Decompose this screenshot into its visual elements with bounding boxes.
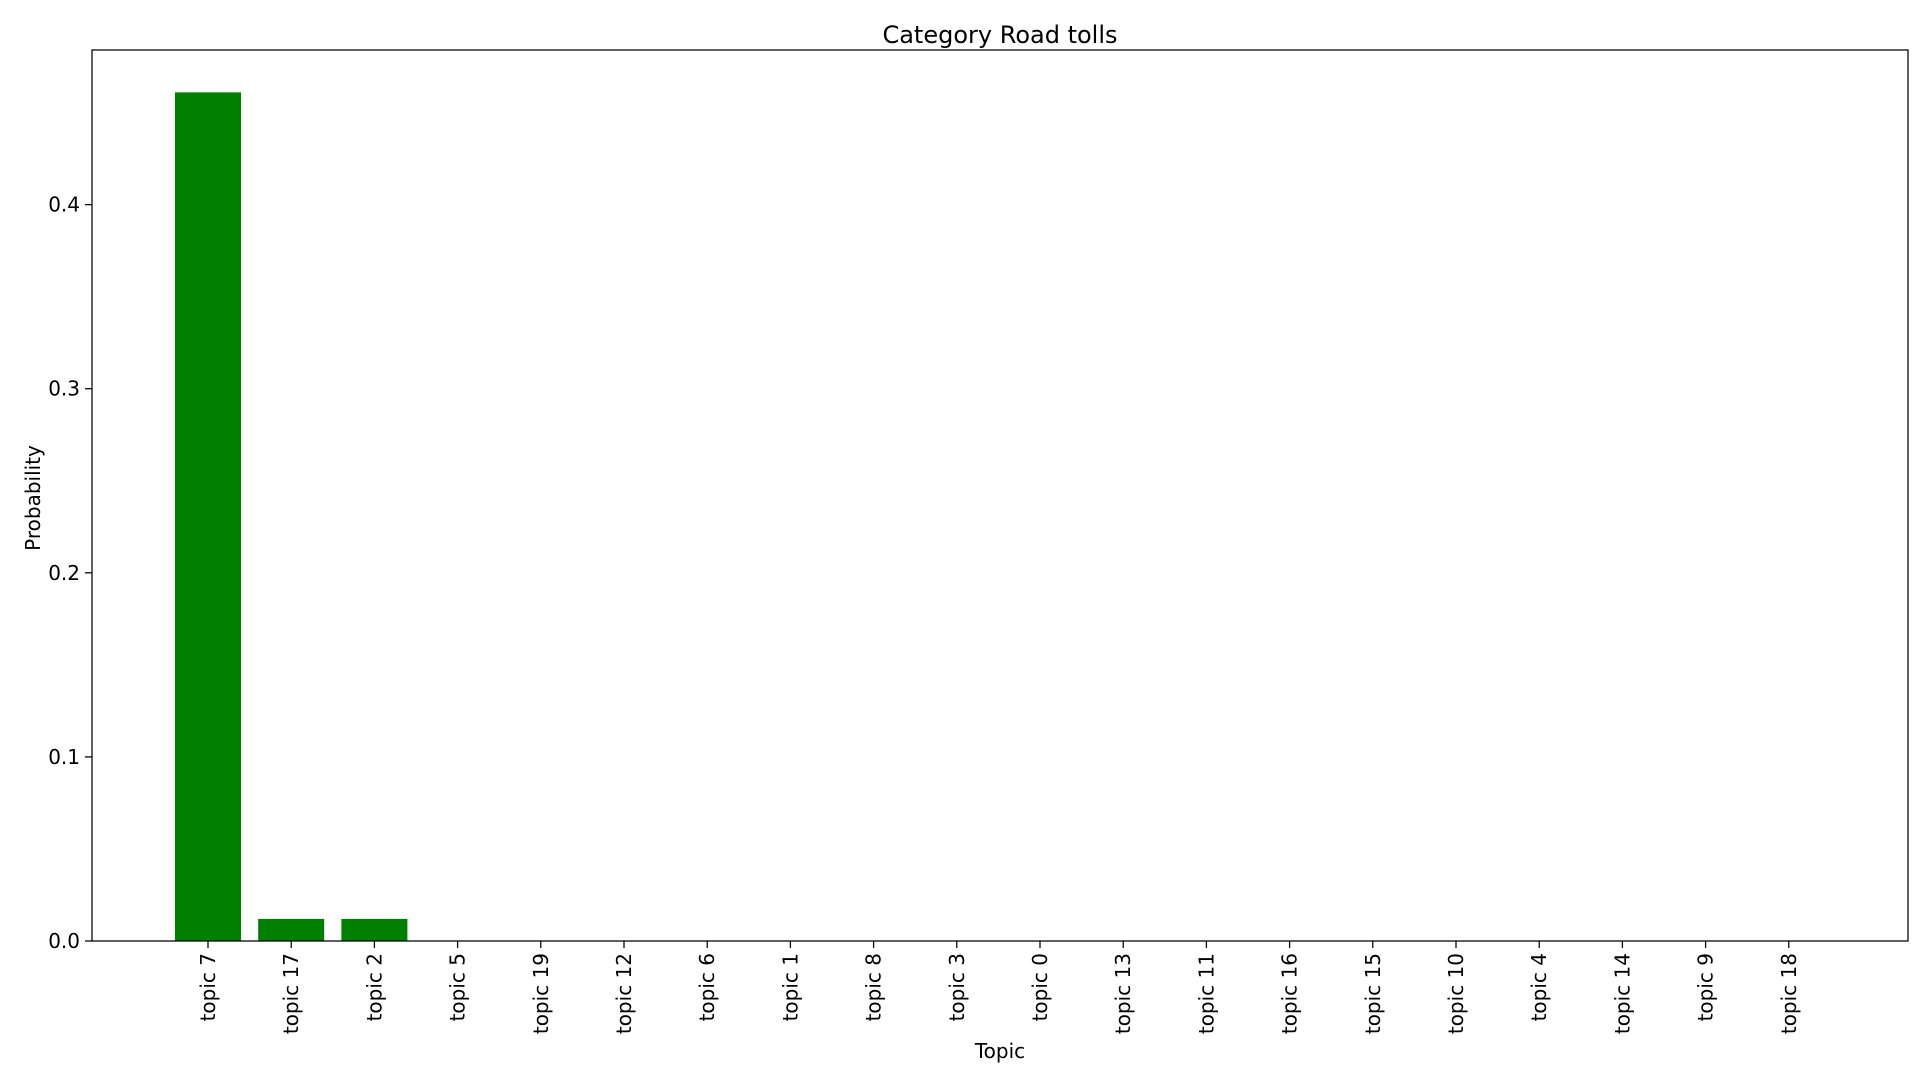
x-tick-label: topic 6 [695, 953, 719, 1021]
bar [341, 918, 408, 941]
y-axis-label: Probability [21, 445, 45, 551]
y-tick-label: 0.0 [48, 929, 80, 953]
x-tick-label: topic 19 [529, 953, 553, 1034]
bar [175, 92, 241, 941]
x-tick-label: topic 7 [196, 953, 220, 1021]
x-tick-label: topic 3 [945, 953, 969, 1021]
x-tick-label: topic 5 [446, 953, 470, 1021]
x-tick-label: topic 12 [612, 953, 636, 1034]
axes-frame [91, 49, 1909, 942]
x-tick-label: topic 13 [1111, 953, 1135, 1034]
x-tick-label: topic 8 [862, 953, 886, 1021]
x-tick-label: topic 10 [1444, 953, 1468, 1034]
chart-title: Category Road tolls [882, 21, 1117, 49]
x-tick-label: topic 4 [1527, 953, 1551, 1021]
plot-area [175, 92, 408, 941]
x-tick-label: topic 15 [1361, 953, 1385, 1034]
x-axis: topic 7 topic 17 topic 2 topic 5 topic 19 top… [196, 941, 1801, 1034]
x-tick-label: topic 1 [778, 953, 802, 1021]
x-tick-label: topic 2 [362, 953, 386, 1021]
x-tick-label: topic 14 [1610, 953, 1634, 1034]
x-axis-label: Topic [974, 1039, 1025, 1063]
y-tick-label: 0.2 [48, 561, 80, 585]
x-tick-label: topic 9 [1694, 953, 1718, 1021]
x-tick-label: topic 11 [1194, 953, 1218, 1034]
x-tick-label: topic 17 [279, 953, 303, 1034]
x-tick-label: topic 0 [1028, 953, 1052, 1021]
y-tick-label: 0.1 [48, 745, 80, 769]
x-tick-label: topic 16 [1278, 953, 1302, 1034]
y-tick-label: 0.4 [48, 193, 80, 217]
y-tick-label: 0.3 [48, 377, 80, 401]
x-tick-label: topic 18 [1777, 953, 1801, 1034]
bar [258, 918, 325, 941]
y-axis: 0.0 0.1 0.2 0.3 0.4 [48, 193, 92, 953]
